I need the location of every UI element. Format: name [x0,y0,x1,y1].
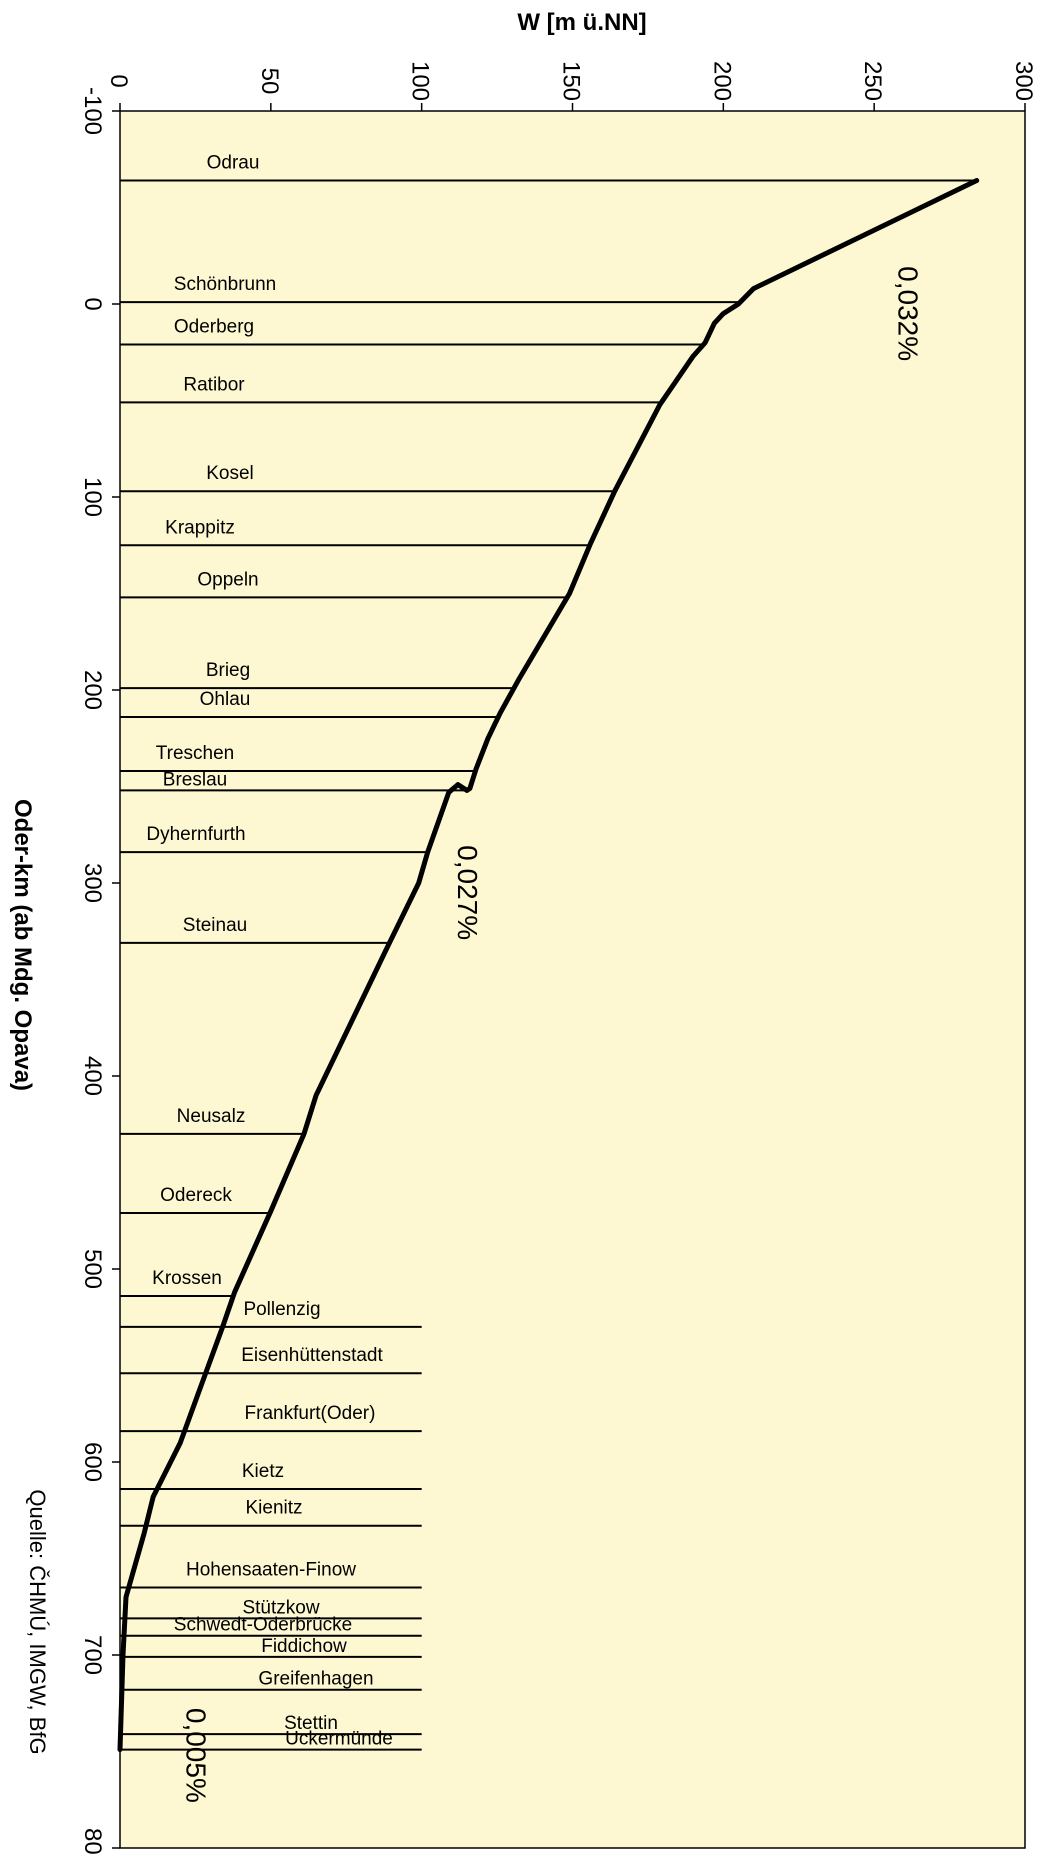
water-level-profile-line [117,178,980,1753]
x-tick-label: 300 [79,863,106,903]
x-tick-label: 600 [79,1442,106,1482]
station-label: Neusalz [177,1106,246,1127]
station-label: Ohlau [200,689,251,710]
station-label: Odereck [160,1185,232,1206]
gradient-annotation: 0,027% [452,845,483,940]
y-tick-label: 300 [1010,61,1037,101]
y-tick-label: 150 [558,61,585,101]
x-tick-label: 500 [79,1249,106,1289]
station-label: Schönbrunn [174,274,276,295]
x-tick-label: -100 [79,87,106,135]
y-tick-label: 50 [256,68,283,95]
y-tick-label: 100 [407,61,434,101]
x-tick-label: 700 [79,1635,106,1675]
y-tick-label: 0 [105,74,132,87]
station-label: Dyhernfurth [146,824,245,845]
x-tick-label: 800 [79,1828,106,1854]
station-label: Frankfurt(Oder) [245,1403,376,1424]
y-axis-title: W [m ü.NN] [517,9,646,36]
x-tick-label: 400 [79,1056,106,1096]
gradient-annotation: 0,032% [892,266,923,361]
station-label: Schwedt-Oderbrücke [174,1615,352,1636]
station-label: Stützkow [242,1597,319,1618]
station-label: Fiddichow [261,1636,347,1657]
station-label: Kienitz [245,1498,302,1519]
x-tick-label: 200 [79,670,106,710]
station-label: Krappitz [165,517,235,538]
station-label: Odrau [207,152,260,173]
x-axis-title: Oder-km (ab Mdg. Opava) [9,799,36,1091]
station-label: Oderberg [174,317,254,338]
station-label: Ratibor [183,374,245,395]
station-label: Brieg [206,660,250,681]
station-label: Greifenhagen [258,1669,373,1690]
station-label: Treschen [156,743,235,764]
station-label: Steinau [183,915,247,936]
station-label: Hohensaaten-Finow [186,1559,356,1580]
x-tick-label: 0 [79,297,106,310]
station-label: Oppeln [197,569,258,590]
x-tick-label: 100 [79,477,106,517]
station-label: Pollenzig [243,1299,320,1320]
source-note: Quelle: ČHMÚ, IMGW, BfG [25,1489,50,1754]
station-label: Kosel [206,463,254,484]
y-tick-label: 250 [859,61,886,101]
station-label: Krossen [152,1268,222,1289]
y-tick-label: 200 [708,61,735,101]
plot-area [119,110,1026,1849]
station-label: Stettin [284,1713,338,1734]
station-label: Eisenhüttenstadt [241,1345,383,1366]
station-label: Breslau [163,769,227,790]
station-label: Kietz [242,1461,284,1482]
gradient-annotation: 0,005% [180,1708,211,1803]
station-label: Uckermünde [285,1729,393,1750]
